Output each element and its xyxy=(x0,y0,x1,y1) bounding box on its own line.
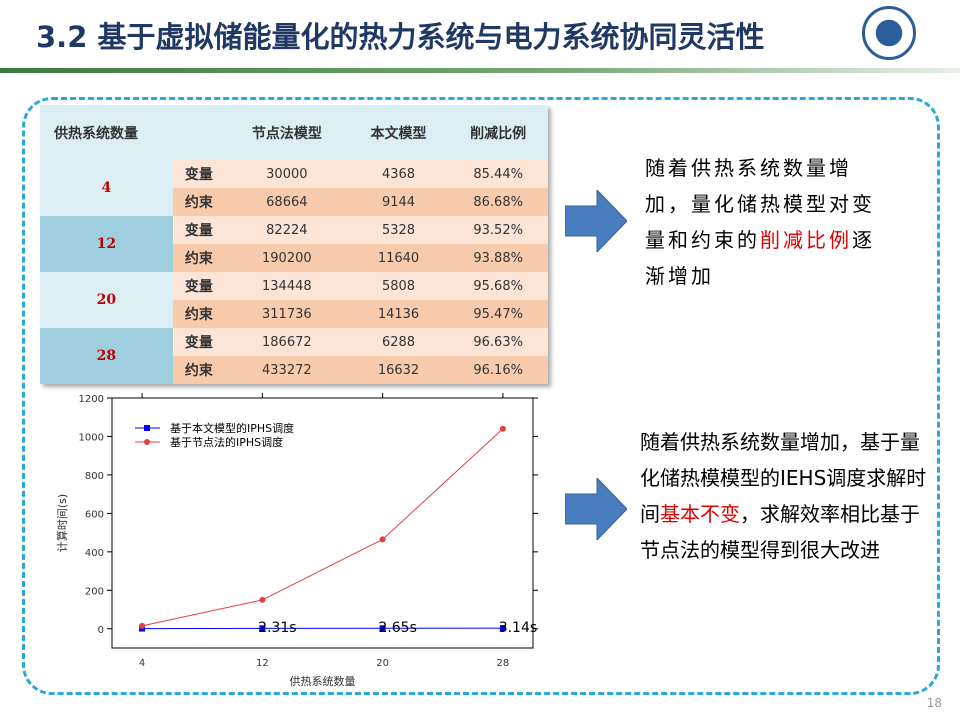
table-cell: 6288 xyxy=(348,328,449,356)
table-cell: 95.68% xyxy=(448,272,548,300)
table-cell: 86.68% xyxy=(448,188,548,216)
title-divider xyxy=(0,68,960,73)
row-type: 约束 xyxy=(172,300,225,328)
table-cell: 16632 xyxy=(348,356,449,384)
data-point xyxy=(379,536,386,543)
table-cell: 190200 xyxy=(225,244,349,272)
table-cell: 5328 xyxy=(348,216,449,244)
university-logo xyxy=(862,6,916,60)
y-tick-label: 200 xyxy=(85,586,104,597)
y-tick-label: 1200 xyxy=(79,394,104,405)
table-cell: 14136 xyxy=(348,300,449,328)
col-header: 节点法模型 xyxy=(225,105,349,160)
y-tick-label: 800 xyxy=(85,471,104,482)
x-tick-label: 4 xyxy=(139,658,145,669)
data-point xyxy=(379,625,386,632)
table-row: 约束 68664 9144 86.68% xyxy=(40,188,548,216)
table-cell: 30000 xyxy=(225,160,349,188)
table-row: 20 变量 134448 5808 95.68% xyxy=(40,272,548,328)
table-row: 28 变量 186672 6288 96.63% xyxy=(40,328,548,384)
table-cell: 96.63% xyxy=(448,328,548,356)
data-annotation: 2.31s xyxy=(258,620,296,636)
x-tick-label: 28 xyxy=(497,658,510,669)
row-type: 变量 xyxy=(172,216,225,244)
system-count: 28 xyxy=(40,328,173,384)
col-header: 削减比例 xyxy=(448,105,548,160)
system-count: 4 xyxy=(40,160,173,216)
table-cell: 4368 xyxy=(348,160,449,188)
x-tick-label: 20 xyxy=(376,658,389,669)
y-tick-label: 600 xyxy=(85,509,104,520)
col-header: 本文模型 xyxy=(348,105,449,160)
data-annotation: 2.65s xyxy=(378,620,416,636)
row-type: 变量 xyxy=(172,272,225,300)
table-row: 约束 190200 11640 93.88% xyxy=(40,244,548,272)
table-cell: 5808 xyxy=(348,272,449,300)
table-cell: 96.16% xyxy=(448,356,548,384)
content-frame xyxy=(22,97,940,695)
table-cell: 311736 xyxy=(225,300,349,328)
data-point xyxy=(499,425,506,432)
table-cell: 9144 xyxy=(348,188,449,216)
table-row: 约束 433272 16632 96.16% xyxy=(40,356,548,384)
table-cell: 82224 xyxy=(225,216,349,244)
row-type: 约束 xyxy=(172,244,225,272)
arrow-right-icon xyxy=(565,478,627,540)
comparison-table: 供热系统数量 节点法模型 本文模型 削减比例 4 变量 30000 4368 85.44… xyxy=(40,105,548,384)
conclusion-text-2: 随着供热系统数量增加，基于量化储热模模型的IEHS调度求解时间基本不变，求解效率… xyxy=(640,430,927,562)
data-point xyxy=(259,625,266,632)
table-row: 约束 311736 14136 95.47% xyxy=(40,300,548,328)
legend-marker xyxy=(144,439,150,445)
data-annotation: 3.14s xyxy=(499,620,537,636)
col-header: 供热系统数量 xyxy=(40,105,225,160)
y-tick-label: 0 xyxy=(98,625,104,636)
legend-label: 基于本文模型的IPHS调度 xyxy=(170,421,294,435)
legend-label: 基于节点法的IPHS调度 xyxy=(170,435,283,449)
conclusion-text-1: 随着供热系统数量增加，量化储热模型对变量和约束的削减比例逐渐增加 xyxy=(645,156,875,288)
system-count: 20 xyxy=(40,272,173,328)
legend-marker xyxy=(144,425,150,431)
y-axis-label: 计算时间(s) xyxy=(55,494,69,552)
table-cell: 11640 xyxy=(348,244,449,272)
table-cell: 85.44% xyxy=(448,160,548,188)
computation-time-chart: 0 200 400 600 800 1000 1200 4 12 20 28 供热系统数量 计算时间(s… xyxy=(55,393,538,688)
table-row: 4 变量 30000 4368 85.44% xyxy=(40,160,548,216)
table-cell: 433272 xyxy=(225,356,349,384)
data-point xyxy=(259,596,266,603)
table-cell: 93.88% xyxy=(448,244,548,272)
table-cell: 68664 xyxy=(225,188,349,216)
row-type: 约束 xyxy=(172,356,225,384)
table-cell: 186672 xyxy=(225,328,349,356)
table-cell: 93.52% xyxy=(448,216,548,244)
row-type: 约束 xyxy=(172,188,225,216)
x-tick-label: 12 xyxy=(256,658,269,669)
y-tick-label: 1000 xyxy=(79,432,104,443)
table-row: 12 变量 82224 5328 93.52% xyxy=(40,216,548,272)
x-axis-label: 供热系统数量 xyxy=(290,674,356,688)
arrow-right-icon xyxy=(565,190,627,252)
y-tick-label: 400 xyxy=(85,548,104,559)
data-point xyxy=(499,625,506,632)
row-type: 变量 xyxy=(172,328,225,356)
plot-area xyxy=(111,397,534,649)
series-line xyxy=(141,428,504,627)
system-count: 12 xyxy=(40,216,173,272)
row-type: 变量 xyxy=(172,160,225,188)
page-number: 18 xyxy=(926,696,942,710)
page-title: 3.2 基于虚拟储能量化的热力系统与电力系统协同灵活性 xyxy=(36,20,765,54)
data-point xyxy=(139,622,146,629)
table-cell: 95.47% xyxy=(448,300,548,328)
table-cell: 134448 xyxy=(225,272,349,300)
